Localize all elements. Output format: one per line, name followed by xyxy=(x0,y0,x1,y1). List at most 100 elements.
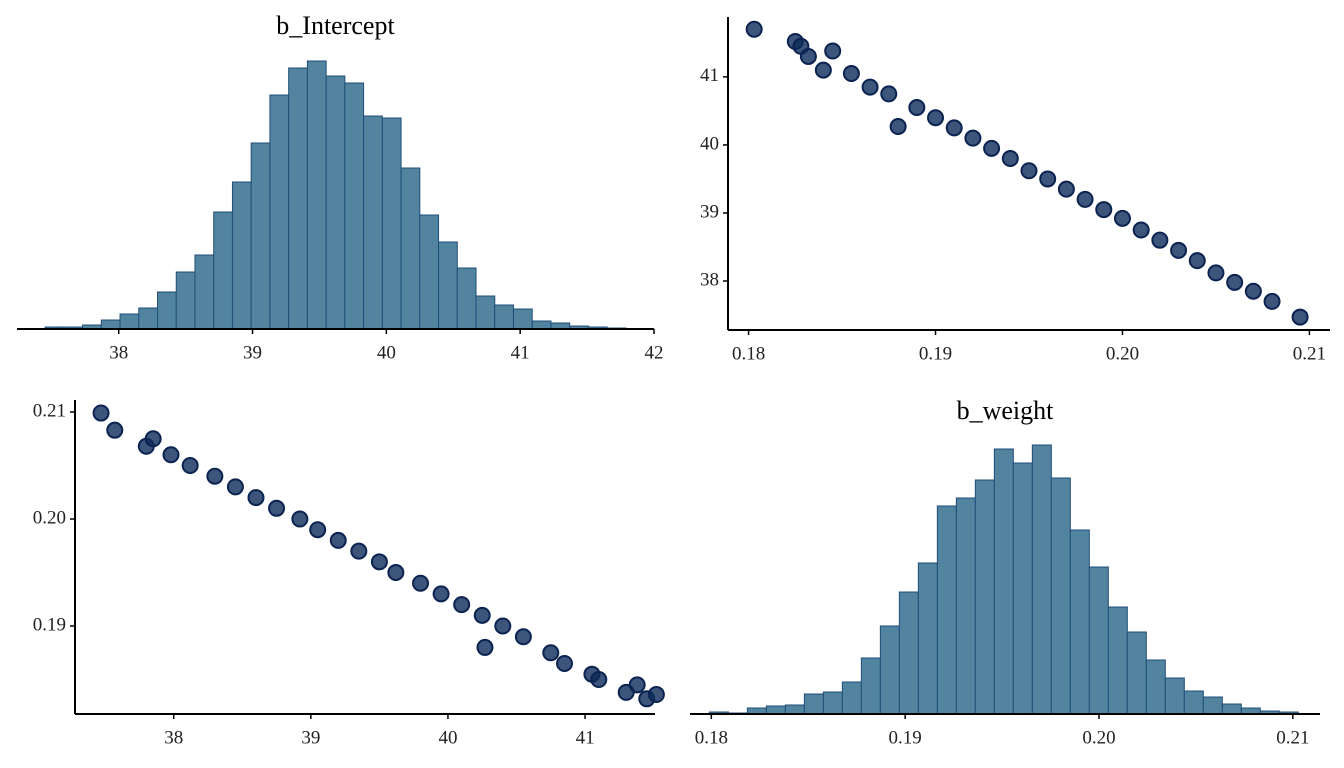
scatter-point xyxy=(908,98,926,116)
scatter-point xyxy=(473,606,491,624)
histogram-bar xyxy=(306,60,327,330)
scatter-point xyxy=(1132,221,1150,239)
histogram-bar xyxy=(936,505,957,715)
scatter-point xyxy=(1263,292,1281,310)
histogram-bar xyxy=(1050,477,1071,715)
scatter-point xyxy=(268,499,286,517)
histogram-bar xyxy=(344,82,365,330)
histogram-bar xyxy=(250,142,271,330)
histogram-bar xyxy=(138,307,159,330)
scatter-point xyxy=(1188,252,1206,270)
histogram-bar xyxy=(512,308,533,330)
scatter-point xyxy=(247,489,265,507)
scatter-point xyxy=(453,596,471,614)
scatter-point xyxy=(542,644,560,662)
x-tick-label: 39 xyxy=(301,727,320,748)
histogram-bar xyxy=(325,75,346,330)
x-tick-label: 0.19 xyxy=(889,727,922,748)
histogram-bar xyxy=(765,705,786,715)
x-tick-label: 41 xyxy=(511,342,530,363)
x-tick-label: 0.18 xyxy=(732,343,765,364)
scatter-point xyxy=(1244,282,1262,300)
scatter-point xyxy=(1001,150,1019,168)
histogram-bar xyxy=(993,448,1014,715)
scatter-point xyxy=(206,467,224,485)
x-tick-label: 0.19 xyxy=(919,343,952,364)
y-tick-label: 0.20 xyxy=(33,507,66,528)
scatter-point xyxy=(329,531,347,549)
scatter-point xyxy=(880,85,898,103)
histogram-bar xyxy=(879,625,900,715)
scatter-point xyxy=(432,585,450,603)
histogram-bar xyxy=(1145,659,1166,715)
histogram-bar xyxy=(194,254,215,330)
scatter-point xyxy=(1170,241,1188,259)
y-tick-label: 41 xyxy=(700,65,719,86)
scatter-point xyxy=(1207,264,1225,282)
histogram-bar xyxy=(456,267,477,330)
scatter-point xyxy=(647,686,665,704)
scatter-point xyxy=(927,109,945,127)
scatter-point xyxy=(226,478,244,496)
scatter-point xyxy=(983,139,1001,157)
histogram-bar xyxy=(531,320,552,330)
scatter-point xyxy=(824,42,842,60)
histogram-bar xyxy=(231,181,252,330)
histogram-bar xyxy=(175,271,196,330)
x-tick-label: 42 xyxy=(645,342,664,363)
scatter-point xyxy=(1151,231,1169,249)
histogram-bar xyxy=(974,479,995,715)
histogram-bar xyxy=(784,704,805,715)
x-tick-label: 0.21 xyxy=(1293,343,1326,364)
scatter-point xyxy=(964,129,982,147)
x-tick-label: 40 xyxy=(377,342,396,363)
scatter-point xyxy=(799,47,817,65)
scatter-point xyxy=(387,564,405,582)
scatter-point xyxy=(1039,170,1057,188)
scatter-point xyxy=(291,510,309,528)
histogram-bar xyxy=(213,211,233,330)
x-tick-label: 0.20 xyxy=(1106,343,1139,364)
y-tick-label: 40 xyxy=(700,133,719,154)
histogram-bar xyxy=(494,304,514,330)
scatter-point xyxy=(617,683,635,701)
scatter-point xyxy=(370,553,388,571)
histogram-bar xyxy=(157,291,177,330)
histogram-bar xyxy=(100,319,121,330)
histogram-bar xyxy=(917,562,938,715)
scatter-point xyxy=(590,671,608,689)
histogram-bar xyxy=(1088,566,1109,715)
panel-title: b_Intercept xyxy=(276,11,395,40)
scatter-point xyxy=(1226,273,1244,291)
scatter-point xyxy=(350,542,368,560)
scatter-point xyxy=(745,20,763,38)
scatter-point xyxy=(1095,201,1113,219)
histogram-bar xyxy=(419,214,440,330)
x-tick-label: 0.18 xyxy=(695,727,728,748)
scatter-point xyxy=(106,421,124,439)
scatter-point xyxy=(842,64,860,82)
scatter-point xyxy=(144,430,162,448)
histogram-bar xyxy=(438,241,458,330)
histogram-bar xyxy=(1107,606,1128,715)
histogram-bar xyxy=(288,67,308,330)
scatter-point xyxy=(1057,180,1075,198)
panel-title: b_weight xyxy=(957,396,1055,425)
scatter-point xyxy=(889,118,907,136)
scatter-point xyxy=(1020,162,1038,180)
scatter-point xyxy=(162,446,180,464)
histogram-bar xyxy=(1012,462,1033,715)
histogram-bar xyxy=(1126,631,1147,715)
scatter-point xyxy=(861,78,879,96)
histogram-bar xyxy=(822,691,843,715)
y-tick-label: 0.19 xyxy=(33,614,66,635)
x-tick-label: 0.20 xyxy=(1082,727,1115,748)
x-tick-label: 38 xyxy=(164,727,183,748)
scatter-point xyxy=(1113,209,1131,227)
scatter-point xyxy=(412,574,430,592)
histogram-bar xyxy=(860,657,881,715)
x-tick-label: 41 xyxy=(576,727,595,748)
x-tick-label: 38 xyxy=(109,342,128,363)
histogram-bar xyxy=(119,313,140,330)
